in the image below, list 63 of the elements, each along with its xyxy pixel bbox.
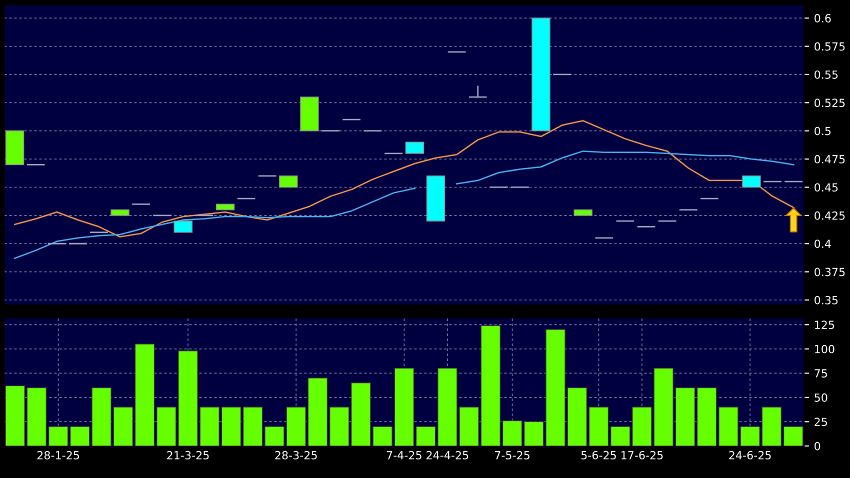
y-tick-label: 0.4 bbox=[814, 240, 831, 248]
y-tick-label: 0 bbox=[814, 442, 820, 450]
candlestick bbox=[216, 204, 235, 210]
candlestick bbox=[110, 209, 130, 216]
candlestick bbox=[405, 142, 424, 154]
bar bbox=[394, 368, 414, 446]
x-tick-label: 21-3-25 bbox=[167, 451, 209, 460]
candlestick bbox=[426, 176, 446, 222]
bar bbox=[308, 378, 328, 446]
bar bbox=[675, 387, 696, 446]
candlestick bbox=[300, 96, 319, 132]
y-tick-label: 0.55 bbox=[814, 70, 838, 79]
candlestick bbox=[532, 18, 550, 132]
y-tick-label: 0.5 bbox=[814, 126, 831, 136]
x-tick-label: 17-6-25 bbox=[622, 451, 663, 460]
bar bbox=[588, 406, 609, 446]
candlestick bbox=[468, 85, 488, 98]
y-tick-label: 0.35 bbox=[814, 296, 838, 304]
bar bbox=[329, 406, 350, 446]
y-tick-label: 0.525 bbox=[814, 98, 845, 108]
bar bbox=[5, 385, 25, 446]
bar bbox=[762, 406, 782, 446]
bar bbox=[696, 387, 717, 446]
bar bbox=[783, 426, 804, 446]
y-tick-label: 0.6 bbox=[814, 14, 831, 22]
bar bbox=[113, 406, 134, 446]
x-tick-label: 28-3-25 bbox=[275, 451, 317, 460]
candlestick bbox=[574, 209, 592, 216]
candlestick bbox=[279, 176, 298, 188]
bar bbox=[26, 387, 47, 446]
candlestick bbox=[742, 176, 761, 188]
y-tick-label: 0.45 bbox=[814, 183, 838, 192]
bar bbox=[48, 426, 68, 446]
bar bbox=[480, 325, 501, 446]
y-tick-label: 75 bbox=[814, 369, 827, 378]
bar bbox=[200, 406, 220, 446]
y-tick-label: 0.575 bbox=[814, 42, 845, 51]
bar bbox=[502, 420, 522, 446]
bar bbox=[567, 387, 587, 446]
y-tick-label: 100 bbox=[815, 344, 834, 354]
bar bbox=[546, 329, 566, 446]
candlestick bbox=[174, 220, 193, 233]
x-tick-label: 24-4-25 bbox=[426, 451, 468, 460]
y-tick-label: 0.375 bbox=[814, 268, 845, 276]
y-tick-label: 0.425 bbox=[814, 211, 845, 220]
bar bbox=[242, 406, 263, 446]
y-tick-label: 50 bbox=[814, 393, 828, 402]
bar bbox=[416, 426, 436, 446]
bar bbox=[134, 344, 155, 446]
y-tick-label: 0.475 bbox=[814, 155, 845, 164]
y-tick-label: 25 bbox=[814, 418, 827, 426]
x-tick-label: 7-5-25 bbox=[495, 451, 530, 460]
bar bbox=[610, 426, 630, 446]
x-tick-label: 28-1-25 bbox=[37, 451, 80, 460]
bar bbox=[156, 406, 176, 446]
y-tick-label: 125 bbox=[815, 320, 834, 330]
x-tick-label: 24-6-25 bbox=[729, 451, 771, 460]
x-tick-label: 5-6-25 bbox=[581, 451, 616, 460]
bar bbox=[178, 350, 198, 446]
bar bbox=[221, 406, 242, 446]
candlestick bbox=[5, 130, 24, 166]
bar bbox=[524, 421, 544, 446]
x-tick-label: 7-4-25 bbox=[386, 451, 422, 460]
